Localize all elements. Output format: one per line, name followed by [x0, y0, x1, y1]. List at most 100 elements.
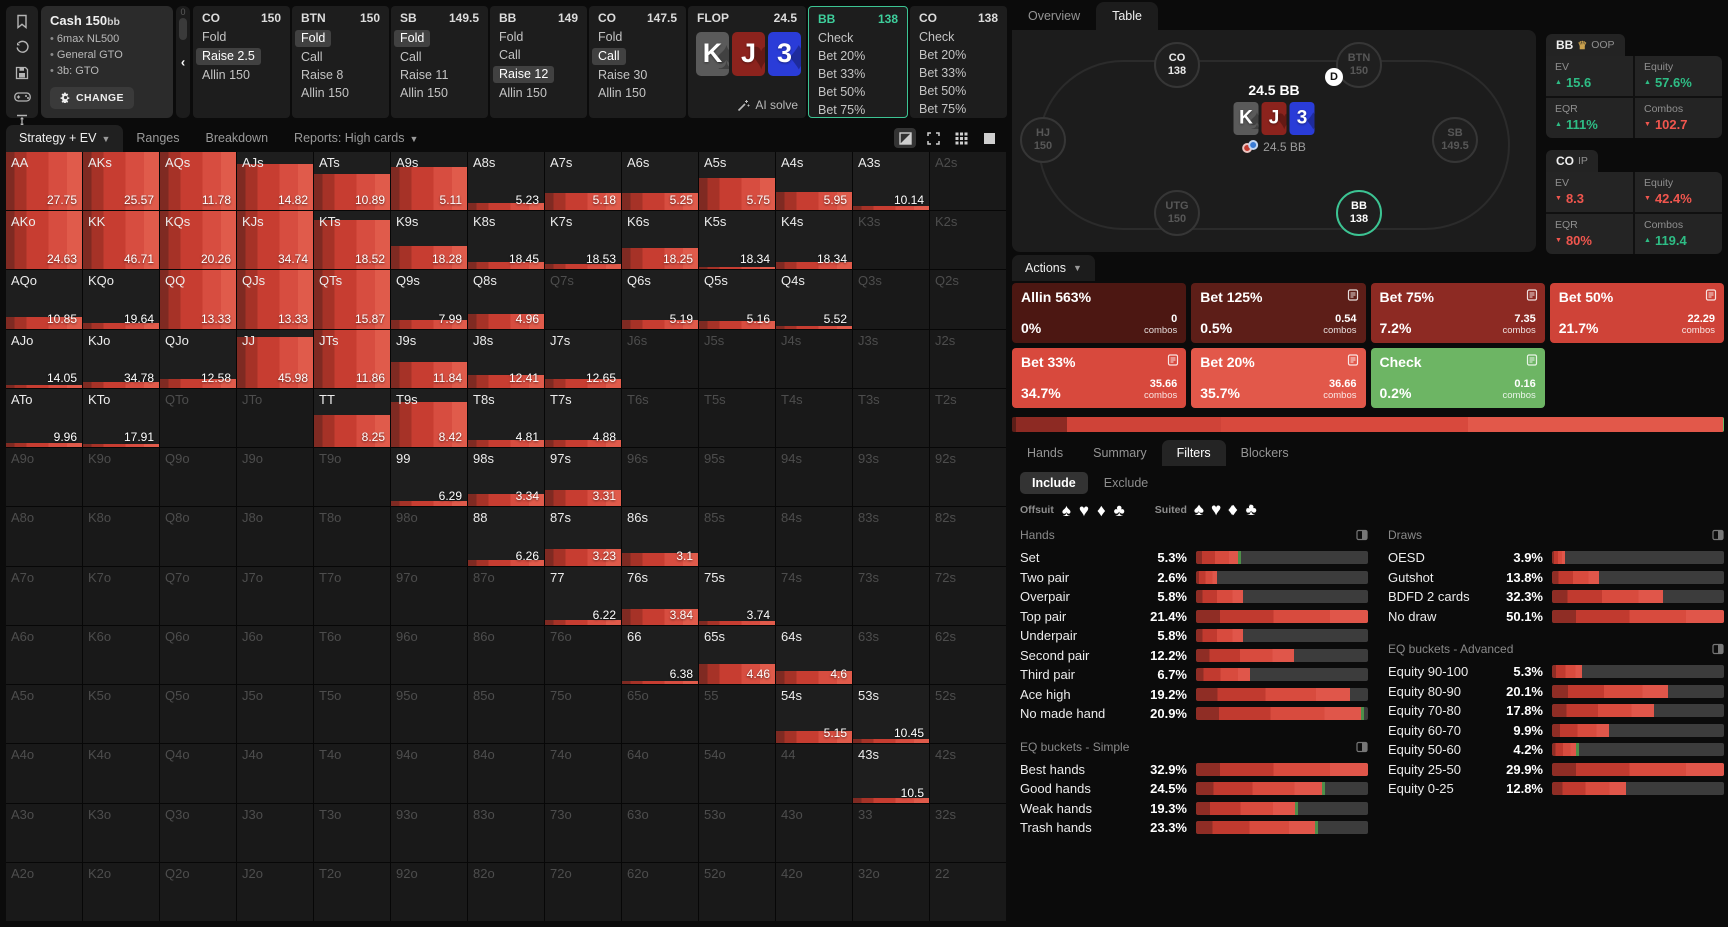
action-item[interactable]: Bet 33% [818, 67, 866, 81]
matrix-cell-75s[interactable]: 75s 3.74 [699, 566, 775, 625]
matrix-cell-A7s[interactable]: A7s 5.18 [545, 152, 621, 211]
action-item[interactable]: Call [499, 48, 521, 62]
matrix-cell-63s[interactable]: 63s [853, 625, 929, 685]
collapse-panel-handle[interactable]: 0 ‹ [176, 6, 190, 118]
filter-row-good-hands[interactable]: Good hands 24.5% [1020, 779, 1368, 799]
matrix-cell-A7o[interactable]: A7o [6, 566, 82, 625]
matrix-cell-A5s[interactable]: A5s 5.75 [699, 152, 775, 211]
action-item[interactable]: Call [301, 50, 323, 64]
matrix-tab-breakdown[interactable]: Breakdown [205, 131, 269, 145]
matrix-cell-AQo[interactable]: AQo 10.85 [6, 270, 82, 329]
action-item[interactable]: Bet 75% [818, 103, 866, 117]
matrix-cell-74o[interactable]: 74o [545, 744, 621, 803]
filter-row-equity-50-60[interactable]: Equity 50-60 4.2% [1388, 740, 1724, 760]
matrix-cell-T5o[interactable]: T5o [314, 685, 390, 744]
matrix-cell-85o[interactable]: 85o [468, 685, 544, 744]
section-toggle-icon[interactable] [1356, 741, 1368, 753]
matrix-cell-Q9s[interactable]: Q9s 7.99 [391, 270, 467, 329]
matrix-cell-83o[interactable]: 83o [468, 803, 544, 862]
matrix-cell-94o[interactable]: 94o [391, 744, 467, 803]
matrix-cell-K8o[interactable]: K8o [83, 507, 159, 566]
matrix-cell-72s[interactable]: 72s [930, 566, 1006, 625]
matrix-cell-JJ[interactable]: JJ 45.98 [237, 329, 313, 388]
report-icon[interactable] [1705, 289, 1717, 301]
matrix-cell-A2o[interactable]: A2o [6, 862, 82, 921]
tab-overview[interactable]: Overview [1028, 9, 1081, 23]
matrix-cell-Q3o[interactable]: Q3o [160, 803, 236, 862]
matrix-cell-AJo[interactable]: AJo 14.05 [6, 329, 82, 388]
matrix-cell-K6s[interactable]: K6s 18.25 [622, 211, 698, 270]
matrix-cell-74s[interactable]: 74s [776, 566, 852, 625]
ai-solve-button[interactable]: AI solve [737, 98, 798, 112]
matrix-cell-87o[interactable]: 87o [468, 566, 544, 625]
filter-row-equity-90-100[interactable]: Equity 90-100 5.3% [1388, 662, 1724, 682]
matrix-cell-43s[interactable]: 43s 10.5 [853, 744, 929, 803]
diamond-filter-icon[interactable]: ♦ [1096, 500, 1106, 520]
matrix-cell-T4s[interactable]: T4s [776, 388, 852, 448]
matrix-cell-Q5o[interactable]: Q5o [160, 685, 236, 744]
matrix-cell-84s[interactable]: 84s [776, 507, 852, 566]
matrix-cell-T5s[interactable]: T5s [699, 388, 775, 448]
matrix-cell-92o[interactable]: 92o [391, 862, 467, 921]
action-item[interactable]: Bet 50% [818, 85, 866, 99]
action-card-allin-563-[interactable]: Allin 563% 0% 0 combos [1012, 283, 1187, 343]
matrix-cell-K6o[interactable]: K6o [83, 625, 159, 685]
matrix-cell-J9o[interactable]: J9o [237, 448, 313, 507]
matrix-cell-84o[interactable]: 84o [468, 744, 544, 803]
report-icon[interactable] [1526, 289, 1538, 301]
action-item[interactable]: Fold [202, 30, 227, 44]
matrix-cell-76s[interactable]: 76s 3.84 [622, 566, 698, 625]
matrix-cell-44[interactable]: 44 [776, 744, 852, 803]
matrix-cell-J8s[interactable]: J8s 12.41 [468, 329, 544, 388]
matrix-cell-J6s[interactable]: J6s [622, 329, 698, 388]
matrix-cell-KQo[interactable]: KQo 19.64 [83, 270, 159, 329]
matrix-cell-Q6o[interactable]: Q6o [160, 625, 236, 685]
solid-square-icon[interactable] [978, 128, 1000, 148]
action-item[interactable]: Allin 150 [598, 86, 646, 100]
matrix-cell-K9s[interactable]: K9s 18.28 [391, 211, 467, 270]
matrix-cell-KK[interactable]: KK 46.71 [83, 211, 159, 270]
action-item[interactable]: Raise 12 [490, 65, 587, 84]
action-item[interactable]: Bet 50% [919, 84, 967, 98]
action-card-check[interactable]: Check 0.2% 0.16 combos [1370, 348, 1545, 408]
matrix-cell-K9o[interactable]: K9o [83, 448, 159, 507]
tab-table[interactable]: Table [1096, 2, 1158, 30]
matrix-cell-92s[interactable]: 92s [930, 448, 1006, 507]
filter-row-underpair[interactable]: Underpair 5.8% [1020, 626, 1368, 646]
matrix-cell-T7o[interactable]: T7o [314, 566, 390, 625]
matrix-tab-strategy-ev[interactable]: Strategy + EV ▼ [6, 125, 124, 152]
matrix-cell-J5o[interactable]: J5o [237, 685, 313, 744]
action-item[interactable]: Bet 75% [919, 102, 967, 116]
tab-filters[interactable]: Filters [1161, 440, 1226, 466]
filter-row-top-pair[interactable]: Top pair 21.4% [1020, 607, 1368, 627]
diamond-suited-filter-icon[interactable]: ♦♦ [1227, 500, 1238, 519]
matrix-cell-QJo[interactable]: QJo 12.58 [160, 329, 236, 388]
action-card-bet-20-[interactable]: Bet 20% 35.7% 36.66 combos [1191, 348, 1366, 408]
action-card-bet-33-[interactable]: Bet 33% 34.7% 35.66 combos [1012, 348, 1187, 408]
matrix-cell-AA[interactable]: AA 27.75 [6, 152, 82, 211]
matrix-cell-T8o[interactable]: T8o [314, 507, 390, 566]
matrix-cell-Q5s[interactable]: Q5s 5.16 [699, 270, 775, 329]
matrix-cell-J3s[interactable]: J3s [853, 329, 929, 388]
matrix-cell-J4s[interactable]: J4s [776, 329, 852, 388]
matrix-cell-QTs[interactable]: QTs 15.87 [314, 270, 390, 329]
exclude-button[interactable]: Exclude [1103, 476, 1149, 490]
matrix-cell-J7o[interactable]: J7o [237, 566, 313, 625]
action-item[interactable]: Fold [499, 30, 524, 44]
matrix-cell-A9s[interactable]: A9s 5.11 [391, 152, 467, 211]
save-icon[interactable] [14, 66, 31, 80]
heart-suited-filter-icon[interactable]: ♥♥ [1210, 500, 1222, 519]
matrix-cell-76o[interactable]: 76o [545, 625, 621, 685]
matrix-cell-A3s[interactable]: A3s 10.14 [853, 152, 929, 211]
matrix-cell-54o[interactable]: 54o [699, 744, 775, 803]
matrix-cell-Q4s[interactable]: Q4s 5.52 [776, 270, 852, 329]
matrix-cell-73s[interactable]: 73s [853, 566, 929, 625]
matrix-cell-A5o[interactable]: A5o [6, 685, 82, 744]
matrix-cell-A2s[interactable]: A2s [930, 152, 1006, 211]
filter-row-equity-0-25[interactable]: Equity 0-25 12.8% [1388, 779, 1724, 799]
matrix-cell-K4s[interactable]: K4s 18.34 [776, 211, 852, 270]
action-item[interactable]: Fold [292, 29, 389, 48]
action-item[interactable]: Allin 150 [301, 86, 349, 100]
filter-row-trash-hands[interactable]: Trash hands 23.3% [1020, 818, 1368, 838]
tab-blockers[interactable]: Blockers [1240, 446, 1289, 460]
